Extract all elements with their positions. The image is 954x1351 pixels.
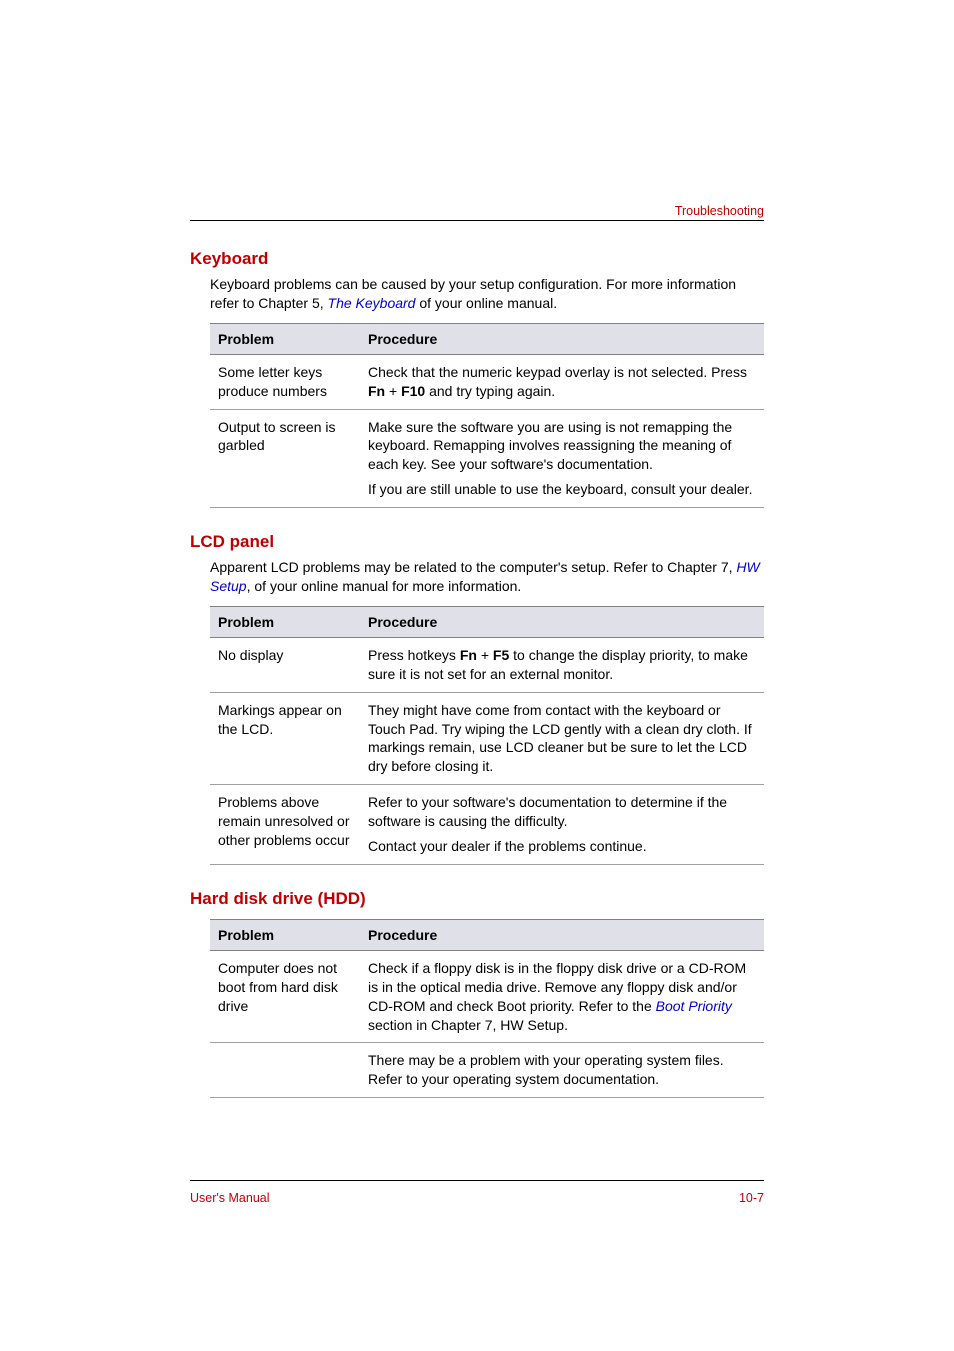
text: and try typing again.	[425, 383, 555, 399]
table-row: Computer does not boot from hard disk dr…	[210, 950, 764, 1043]
cell-procedure: Check that the numeric keypad overlay is…	[360, 354, 764, 409]
section-title-hdd: Hard disk drive (HDD)	[190, 889, 764, 909]
text: Make sure the software you are using is …	[368, 418, 758, 475]
table-row: Problems above remain unresolved or othe…	[210, 785, 764, 865]
header-rule	[190, 220, 764, 221]
footer-rule	[190, 1180, 764, 1181]
cell-procedure: Make sure the software you are using is …	[360, 409, 764, 508]
cell-problem: No display	[210, 637, 360, 692]
section-title-keyboard: Keyboard	[190, 249, 764, 269]
table-row: Output to screen is garbled Make sure th…	[210, 409, 764, 508]
text: Contact your dealer if the problems cont…	[368, 837, 758, 856]
text: Apparent LCD problems may be related to …	[210, 559, 736, 575]
text: , of your online manual for more informa…	[247, 578, 522, 594]
text: If you are still unable to use the keybo…	[368, 480, 758, 499]
link-the-keyboard[interactable]: The Keyboard	[328, 295, 416, 311]
col-header-problem: Problem	[210, 323, 360, 354]
hdd-table: Problem Procedure Computer does not boot…	[210, 919, 764, 1098]
text: Refer to your software's documentation t…	[368, 793, 758, 831]
table-row: No display Press hotkeys Fn + F5 to chan…	[210, 637, 764, 692]
cell-procedure: Press hotkeys Fn + F5 to change the disp…	[360, 637, 764, 692]
keyboard-intro: Keyboard problems can be caused by your …	[210, 275, 764, 313]
text: of your online manual.	[415, 295, 557, 311]
key-fn: Fn	[460, 647, 477, 663]
col-header-problem: Problem	[210, 919, 360, 950]
cell-problem: Problems above remain unresolved or othe…	[210, 785, 360, 865]
table-row: Markings appear on the LCD. They might h…	[210, 692, 764, 785]
col-header-procedure: Procedure	[360, 919, 764, 950]
col-header-procedure: Procedure	[360, 606, 764, 637]
cell-problem: Output to screen is garbled	[210, 409, 360, 508]
cell-problem: Some letter keys produce numbers	[210, 354, 360, 409]
text: +	[477, 647, 493, 663]
lcd-intro: Apparent LCD problems may be related to …	[210, 558, 764, 596]
table-row: Some letter keys produce numbers Check t…	[210, 354, 764, 409]
link-boot-priority[interactable]: Boot Priority	[656, 998, 732, 1014]
cell-problem: Markings appear on the LCD.	[210, 692, 360, 785]
cell-problem: Computer does not boot from hard disk dr…	[210, 950, 360, 1043]
text: +	[385, 383, 401, 399]
footer-page-number: 10-7	[739, 1191, 764, 1205]
key-f5: F5	[493, 647, 509, 663]
cell-procedure: They might have come from contact with t…	[360, 692, 764, 785]
page-footer: User's Manual 10-7	[190, 1180, 764, 1205]
table-row: There may be a problem with your operati…	[210, 1043, 764, 1098]
section-title-lcd: LCD panel	[190, 532, 764, 552]
col-header-problem: Problem	[210, 606, 360, 637]
col-header-procedure: Procedure	[360, 323, 764, 354]
footer-left: User's Manual	[190, 1191, 270, 1205]
text: Check that the numeric keypad overlay is…	[368, 364, 747, 380]
text: section in Chapter 7, HW Setup.	[368, 1017, 568, 1033]
cell-procedure: There may be a problem with your operati…	[360, 1043, 764, 1098]
page-header-section: Troubleshooting	[675, 204, 764, 218]
key-fn: Fn	[368, 383, 385, 399]
lcd-table: Problem Procedure No display Press hotke…	[210, 606, 764, 865]
key-f10: F10	[401, 383, 425, 399]
text: Press hotkeys	[368, 647, 460, 663]
cell-problem	[210, 1043, 360, 1098]
cell-procedure: Check if a floppy disk is in the floppy …	[360, 950, 764, 1043]
keyboard-table: Problem Procedure Some letter keys produ…	[210, 323, 764, 508]
cell-procedure: Refer to your software's documentation t…	[360, 785, 764, 865]
